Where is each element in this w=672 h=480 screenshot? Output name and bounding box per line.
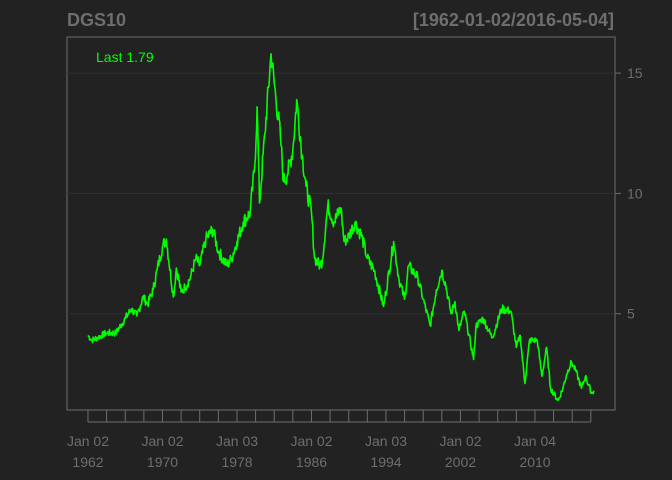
x-tick-label-month: Jan 04 — [514, 433, 556, 449]
grid-lines — [67, 72, 615, 315]
x-tick-label-month: Jan 03 — [216, 433, 258, 449]
x-axis: Jan 02 1962 Jan 02 1970 Jan 03 1978 Jan 02 1986… — [67, 410, 592, 470]
y-tick-label: 15 — [627, 65, 643, 81]
y-tick-label: 5 — [627, 306, 635, 322]
x-tick-label-year: 2002 — [445, 454, 476, 470]
chart-title: DGS10 — [67, 10, 126, 30]
series-line-dgs10 — [87, 53, 595, 402]
x-tick-label-month: Jan 03 — [365, 433, 407, 449]
y-tick-label: 10 — [627, 185, 643, 201]
x-tick-label-year: 1970 — [147, 454, 178, 470]
x-tick-label-month: Jan 02 — [67, 433, 109, 449]
x-tick-label-month: Jan 02 — [141, 433, 183, 449]
x-tick-label-month: Jan 02 — [290, 433, 332, 449]
x-tick-label-year: 1994 — [370, 454, 401, 470]
x-tick-label-year: 2010 — [519, 454, 550, 470]
x-tick-label-year: 1978 — [221, 454, 252, 470]
x-tick-label-year: 1986 — [296, 454, 327, 470]
plot-frame — [66, 36, 616, 411]
date-range-label: [1962-01-02/2016-05-04] — [413, 10, 614, 30]
x-tick-label-month: Jan 02 — [439, 433, 481, 449]
y-axis: 5 10 15 — [615, 65, 643, 322]
last-value-label: Last 1.79 — [96, 49, 154, 65]
x-tick-label-year: 1962 — [72, 454, 103, 470]
